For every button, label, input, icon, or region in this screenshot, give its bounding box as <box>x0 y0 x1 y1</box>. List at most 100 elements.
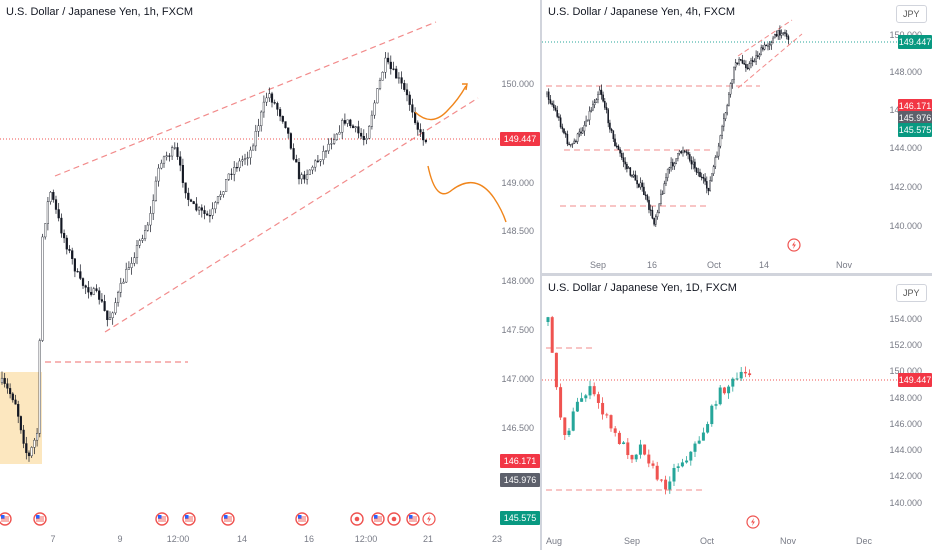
candle <box>111 312 114 319</box>
chart-1d-canvas[interactable]: 154.000 152.000 150.000 148.000 146.000 144.0… <box>542 276 932 550</box>
candle <box>678 151 681 154</box>
candle <box>203 210 206 214</box>
candle <box>697 171 700 174</box>
candle <box>758 54 761 57</box>
candle <box>644 194 647 196</box>
candle <box>719 135 722 147</box>
candle <box>607 109 609 124</box>
candle <box>216 196 220 203</box>
candle <box>284 121 287 128</box>
candle <box>387 57 390 63</box>
candle <box>300 174 303 180</box>
candle <box>125 269 128 283</box>
candle <box>116 292 120 303</box>
candle <box>397 77 400 79</box>
candle <box>68 249 71 251</box>
candle <box>700 176 703 178</box>
candle <box>338 131 341 135</box>
candle <box>173 147 176 149</box>
projection-arrow-down[interactable] <box>427 165 507 223</box>
candle <box>319 159 322 162</box>
candle <box>765 44 768 47</box>
chart-title: U.S. Dollar / Japanese Yen, 4h, FXCM <box>548 6 736 18</box>
y-tick-label: 154.000 <box>889 314 922 324</box>
candle <box>670 162 672 168</box>
pane-divider-vertical[interactable] <box>540 0 542 550</box>
candle <box>615 145 618 147</box>
x-tick-label: Dec <box>856 536 873 546</box>
candle <box>714 157 717 167</box>
price-badge-bg <box>898 373 932 387</box>
projection-arrow-up[interactable] <box>414 85 467 121</box>
candle <box>373 102 376 116</box>
chart-title: U.S. Dollar / Japanese Yen, 1h, FXCM <box>6 6 194 18</box>
candle <box>564 132 567 135</box>
candle <box>222 191 225 195</box>
y-tick-label: 150.000 <box>501 79 534 89</box>
chart-1h[interactable]: 150.000149.500149.000148.500148.000147.5… <box>0 0 540 550</box>
candle <box>149 213 152 226</box>
candle <box>575 140 577 143</box>
candle <box>268 93 271 99</box>
candle <box>76 271 79 273</box>
y-tick-label: 144.000 <box>889 445 922 455</box>
candle <box>601 402 605 415</box>
candle <box>661 193 664 195</box>
price-badge: 149.447 <box>899 37 932 47</box>
chart-1h-canvas[interactable]: 150.000149.500149.000148.500148.000147.5… <box>0 0 540 550</box>
y-tick-label: 150.000 <box>889 366 922 376</box>
x-tick-label: Aug <box>546 536 562 546</box>
candle <box>262 101 265 113</box>
candle <box>60 217 63 234</box>
flag-canton <box>409 515 413 519</box>
currency-unit-label[interactable]: JPY <box>896 284 927 302</box>
currency-unit-label[interactable]: JPY <box>896 5 927 23</box>
trend-line-lower[interactable] <box>104 97 479 333</box>
chart-4h[interactable]: 150.000148.000146.000144.000142.000140.0… <box>542 0 932 273</box>
candle <box>133 257 136 264</box>
candle <box>330 143 333 145</box>
candle <box>25 443 28 454</box>
candle <box>52 192 55 200</box>
candle <box>659 479 663 481</box>
candle <box>756 55 759 57</box>
candle <box>563 417 567 435</box>
candle <box>721 126 723 136</box>
candle <box>224 179 228 192</box>
chart-4h-canvas[interactable]: 150.000148.000146.000144.000142.000140.0… <box>542 0 932 273</box>
candle <box>600 89 603 96</box>
candle <box>588 386 592 396</box>
candle <box>563 128 565 134</box>
x-tick-label: Nov <box>836 260 853 270</box>
y-tick-label: 140.000 <box>889 498 922 508</box>
chart-1d[interactable]: 154.000 152.000 150.000 148.000 146.000 144.0… <box>542 276 932 550</box>
pane-divider-horizontal[interactable] <box>542 273 932 276</box>
trend-line-upper[interactable] <box>737 19 793 57</box>
trend-line-upper[interactable] <box>54 21 437 177</box>
candle <box>73 258 76 272</box>
x-tick-label: 9 <box>117 534 122 544</box>
candle <box>619 149 621 154</box>
candle <box>632 174 635 177</box>
candle <box>671 162 674 167</box>
candle <box>279 109 282 117</box>
candle <box>568 143 570 145</box>
y-tick-label: 152.000 <box>889 340 922 350</box>
record-dot <box>354 516 360 522</box>
candle <box>682 150 684 153</box>
candle <box>637 183 640 188</box>
candle <box>311 166 314 171</box>
candle <box>585 120 587 126</box>
candle <box>701 432 705 441</box>
candle <box>251 145 255 151</box>
y-tick-label: 148.000 <box>501 276 534 286</box>
trend-line-lower[interactable] <box>737 33 803 89</box>
candle <box>780 33 783 36</box>
candle <box>620 153 623 158</box>
candle <box>103 301 106 311</box>
candle <box>683 150 686 152</box>
candle <box>561 126 564 130</box>
candle <box>770 42 773 46</box>
candle <box>6 383 9 389</box>
price-badge-bg <box>500 473 540 487</box>
